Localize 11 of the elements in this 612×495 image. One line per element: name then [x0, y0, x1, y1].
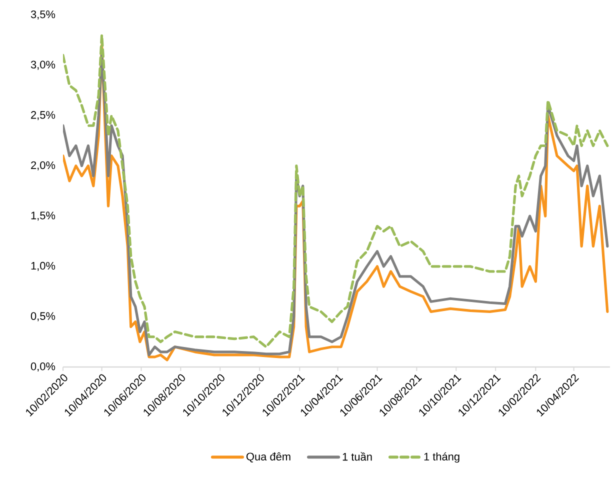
y-tick-label: 3,0%: [30, 60, 56, 70]
y-tick-label: 1,0%: [31, 262, 56, 271]
y-tick-label: 1,5%: [31, 212, 56, 221]
y-tick-label: 0,5%: [30, 312, 56, 322]
y-tick-label: 0,0%: [30, 362, 56, 372]
legend-label: Qua đêm: [246, 452, 290, 462]
y-tick-label: 2,5%: [31, 111, 56, 120]
legend-label: 1 tuần: [342, 452, 372, 461]
legend-label: 1 tháng: [424, 452, 460, 463]
y-tick-label: 2,0%: [31, 161, 56, 170]
y-tick-label: 3,5%: [30, 10, 56, 20]
